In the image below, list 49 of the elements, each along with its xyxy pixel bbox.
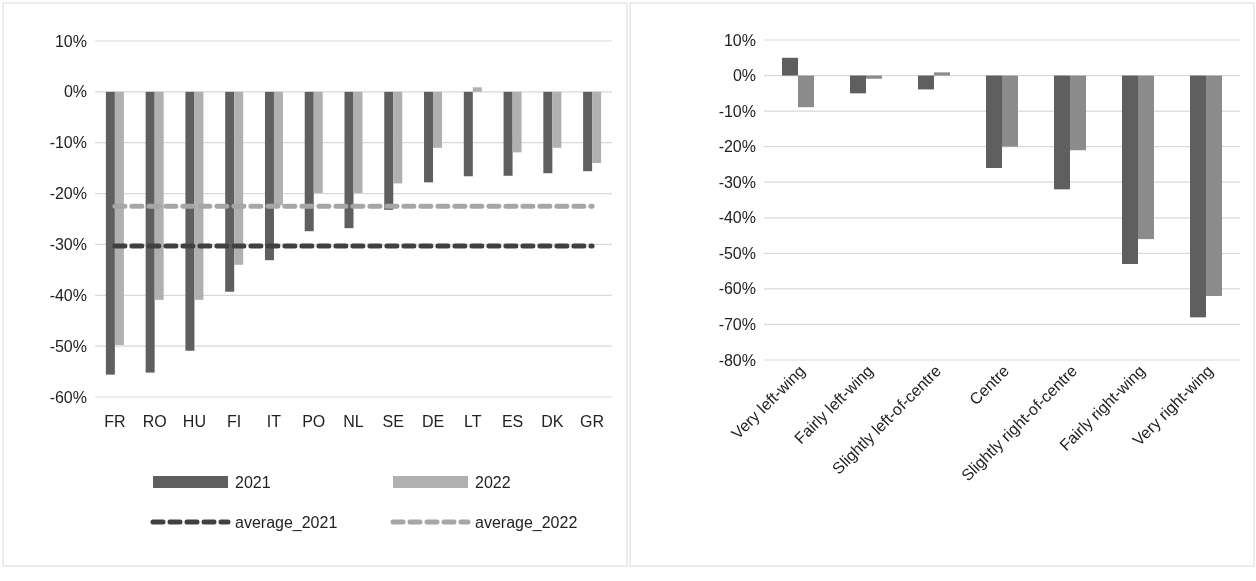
legend-label: average_2022 — [475, 513, 578, 532]
y-tick-label: 10% — [723, 31, 756, 49]
x-tick-label: NL — [343, 413, 364, 430]
bar — [866, 75, 882, 79]
bar — [1122, 75, 1138, 264]
bar — [1070, 75, 1086, 151]
y-tick-label: 0% — [732, 67, 756, 85]
x-tick-label: RO — [142, 413, 167, 430]
bar — [1054, 75, 1070, 190]
y-tick-label: -20% — [49, 185, 87, 203]
y-tick-label: -20% — [718, 138, 756, 156]
legend-label: 2022 — [475, 473, 511, 491]
y-tick-label: -40% — [718, 209, 756, 227]
x-tick-label: DK — [541, 413, 564, 430]
x-tick-label: GR — [580, 413, 605, 430]
bar — [918, 75, 934, 90]
bar — [850, 75, 866, 94]
bar — [1002, 75, 1018, 147]
x-tick-label: FR — [104, 413, 126, 430]
x-tick-label: PO — [302, 413, 326, 430]
x-tick-label: HU — [182, 413, 206, 430]
y-tick-label: -50% — [49, 337, 87, 355]
legend-label: 2021 — [235, 473, 271, 491]
y-tick-label: -10% — [49, 134, 87, 152]
x-tick-label: DE — [421, 413, 445, 430]
x-tick-label: LT — [464, 413, 482, 430]
y-tick-label: -30% — [718, 173, 756, 191]
y-tick-label: -60% — [718, 280, 756, 298]
bar — [986, 75, 1002, 168]
bar — [1206, 75, 1222, 296]
y-tick-label: -50% — [718, 244, 756, 262]
bar — [934, 72, 950, 76]
bar — [798, 75, 814, 108]
x-tick-label: IT — [266, 413, 282, 430]
bar — [1190, 75, 1206, 318]
x-tick-label: FI — [227, 413, 242, 430]
y-tick-label: -70% — [718, 316, 756, 334]
y-tick-label: -80% — [718, 351, 756, 369]
bar — [1138, 75, 1154, 240]
y-tick-label: -40% — [49, 286, 87, 304]
bar — [782, 57, 798, 76]
x-tick-label: ES — [501, 413, 524, 430]
x-tick-label: SE — [382, 413, 404, 430]
y-tick-label: 10% — [54, 32, 87, 50]
y-tick-label: 0% — [63, 83, 87, 101]
legend-label: average_2021 — [235, 513, 338, 532]
y-tick-label: -30% — [49, 236, 87, 254]
y-tick-label: -10% — [718, 102, 756, 120]
y-tick-label: -60% — [49, 388, 87, 406]
